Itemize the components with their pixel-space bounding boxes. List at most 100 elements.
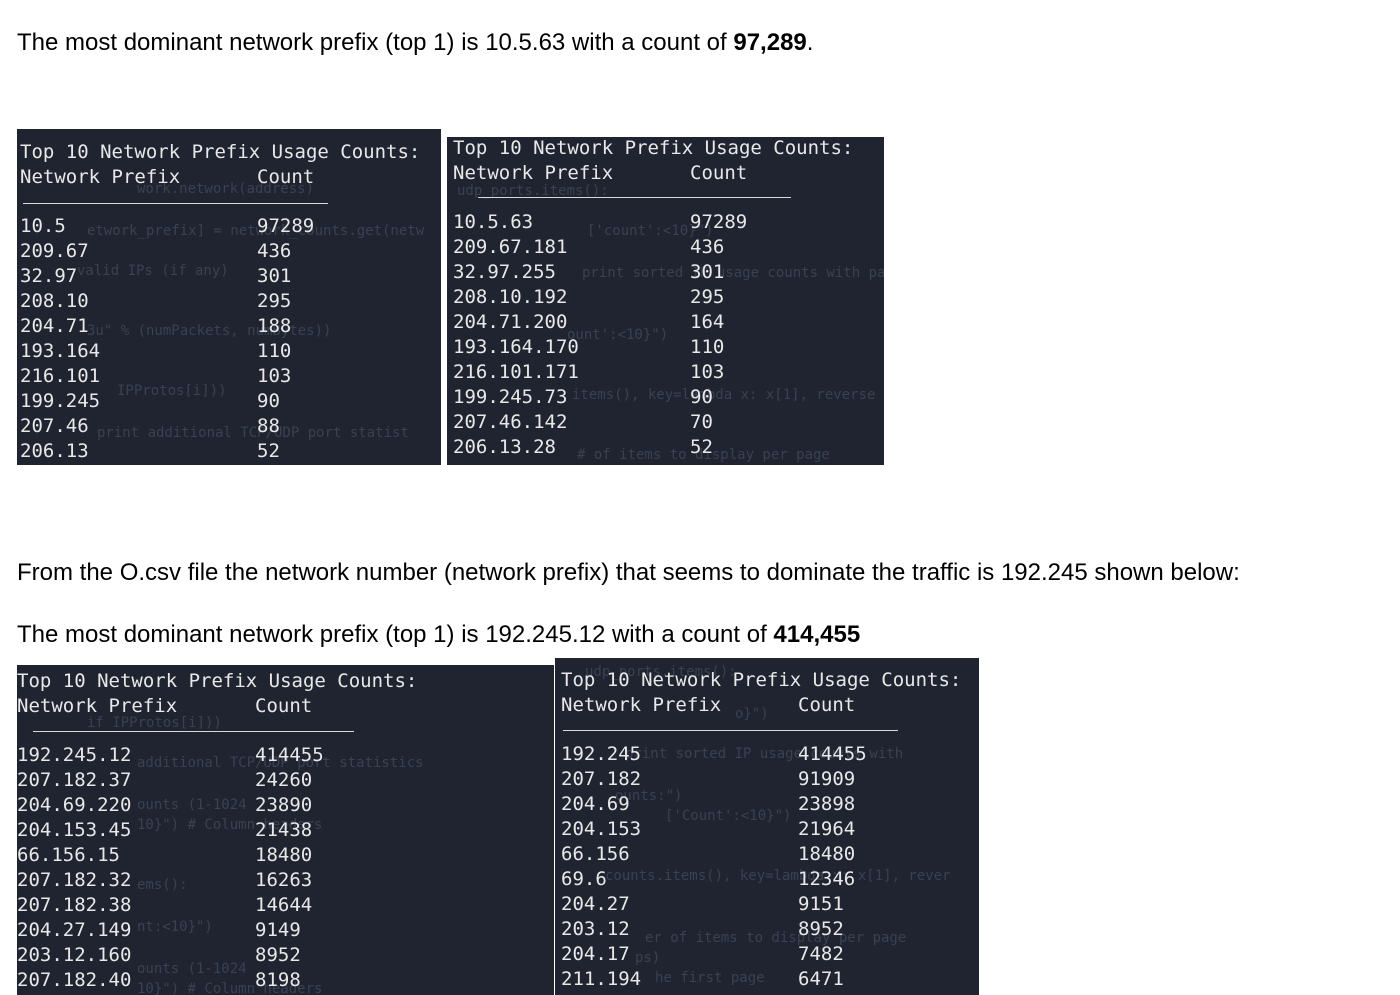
table-row: 204.17 7482 — [555, 942, 979, 967]
table-row: 206.13 52 — [17, 439, 441, 464]
summary-text-1: The most dominant network prefix (top 1)… — [17, 29, 734, 56]
count-cell: 8952 — [255, 944, 301, 966]
count-cell: 8198 — [255, 969, 301, 991]
prefix-cell: 206.13.28 — [453, 436, 556, 458]
count-cell: 24260 — [255, 769, 313, 791]
table-row: 211.194 6471 — [555, 967, 979, 992]
count-cell: 7482 — [798, 943, 844, 965]
terminal-screenshot-4: udp_ports.items(): o}") print sorted IP … — [555, 658, 979, 995]
count-cell: 110 — [257, 340, 292, 362]
table-row: 204.69.220 23890 — [17, 793, 554, 818]
count-cell: 188 — [257, 315, 292, 337]
table-row: 208.10 295 — [17, 289, 441, 314]
count-cell: 97289 — [257, 215, 315, 237]
column-header-count: Count — [798, 694, 856, 716]
summary-paragraph-3: The most dominant network prefix (top 1)… — [17, 620, 860, 650]
table-row: 207.182.37 24260 — [17, 768, 554, 793]
header-rule — [478, 197, 791, 198]
count-cell: 23890 — [255, 794, 313, 816]
prefix-cell: 204.153.45 — [17, 819, 132, 841]
table-row: 206.13.28 52 — [447, 435, 884, 460]
column-header-prefix: Network Prefix — [20, 166, 181, 188]
table-row: 204.27 9151 — [555, 892, 979, 917]
count-cell: 97289 — [690, 211, 748, 233]
count-cell: 21438 — [255, 819, 313, 841]
summary-tail-1: . — [806, 29, 814, 56]
count-cell: 103 — [690, 361, 725, 383]
table-row: 69.6 12346 — [555, 867, 979, 892]
count-cell: 8952 — [798, 918, 844, 940]
table-row: 204.71 188 — [17, 314, 441, 339]
count-cell: 414455 — [798, 743, 867, 765]
prefix-cell: 216.101 — [20, 365, 101, 387]
summary-bold-count-1: 97,289 — [733, 29, 807, 56]
table-row: 204.27.149 9149 — [17, 918, 554, 943]
prefix-cell: 199.245 — [20, 390, 101, 412]
column-header-count: Count — [690, 162, 748, 184]
prefix-cell: 69.6 — [561, 868, 607, 890]
prefix-cell: 66.156 — [561, 843, 630, 865]
count-cell: 16263 — [255, 869, 313, 891]
prefix-cell: 207.182.37 — [17, 769, 132, 791]
table-row: 216.101.171 103 — [447, 360, 884, 385]
prefix-cell: 206.13 — [20, 440, 89, 462]
prefix-cell: 193.164 — [20, 340, 101, 362]
terminal-screenshot-1: work.network(address) etwork_prefix] = n… — [17, 129, 441, 465]
prefix-cell: 204.71.200 — [453, 311, 568, 333]
header-rule — [23, 203, 328, 204]
table-row: 192.245 414455 — [555, 742, 979, 767]
prefix-cell: 207.46.142 — [453, 411, 568, 433]
table-row: 207.182.40 8198 — [17, 968, 554, 993]
prefix-cell: 208.10.192 — [453, 286, 568, 308]
table-row: 207.46 88 — [17, 414, 441, 439]
prefix-cell: 207.46 — [20, 415, 89, 437]
terminal-title: Top 10 Network Prefix Usage Counts: — [20, 141, 421, 163]
table-row: 207.46.142 70 — [447, 410, 884, 435]
count-cell: 295 — [690, 286, 725, 308]
prefix-cell: 66.156.15 — [17, 844, 120, 866]
prefix-cell: 204.27.149 — [17, 919, 132, 941]
prefix-cell: 207.182.32 — [17, 869, 132, 891]
count-cell: 301 — [257, 265, 292, 287]
table-row: 32.97 301 — [17, 264, 441, 289]
column-header-prefix: Network Prefix — [17, 695, 178, 717]
count-cell: 103 — [257, 365, 292, 387]
prefix-cell: 10.5 — [20, 215, 66, 237]
prefix-cell: 192.245.12 — [17, 744, 132, 766]
table-row: 10.5.63 97289 — [447, 210, 884, 235]
table-row: 204.69 23898 — [555, 792, 979, 817]
prefix-cell: 204.153 — [561, 818, 642, 840]
prefix-cell: 211.194 — [561, 968, 642, 990]
count-cell: 9151 — [798, 893, 844, 915]
prefix-cell: 207.182 — [561, 768, 642, 790]
count-cell: 295 — [257, 290, 292, 312]
prefix-cell: 10.5.63 — [453, 211, 534, 233]
count-cell: 21964 — [798, 818, 856, 840]
table-row: 66.156 18480 — [555, 842, 979, 867]
count-cell: 90 — [690, 386, 713, 408]
table-row: 193.164 110 — [17, 339, 441, 364]
header-rule — [33, 731, 354, 732]
count-cell: 9149 — [255, 919, 301, 941]
count-cell: 12346 — [798, 868, 856, 890]
summary-paragraph-1: The most dominant network prefix (top 1)… — [17, 28, 813, 58]
table-row: 207.182.38 14644 — [17, 893, 554, 918]
table-row: 66.156.15 18480 — [17, 843, 554, 868]
count-cell: 6471 — [798, 968, 844, 990]
prefix-cell: 193.164.170 — [453, 336, 579, 358]
table-row: 32.97.255 301 — [447, 260, 884, 285]
prefix-cell: 32.97 — [20, 265, 78, 287]
prefix-cell: 209.67 — [20, 240, 89, 262]
prefix-cell: 199.245.73 — [453, 386, 568, 408]
prefix-cell: 203.12 — [561, 918, 630, 940]
prefix-cell: 192.245 — [561, 743, 642, 765]
count-cell: 52 — [690, 436, 713, 458]
prefix-cell: 204.69.220 — [17, 794, 132, 816]
terminal-title: Top 10 Network Prefix Usage Counts: — [17, 670, 418, 692]
prefix-cell: 204.69 — [561, 793, 630, 815]
prefix-cell: 32.97.255 — [453, 261, 556, 283]
count-cell: 23898 — [798, 793, 856, 815]
prefix-cell: 208.10 — [20, 290, 89, 312]
table-row: 199.245 90 — [17, 389, 441, 414]
column-header-prefix: Network Prefix — [453, 162, 614, 184]
